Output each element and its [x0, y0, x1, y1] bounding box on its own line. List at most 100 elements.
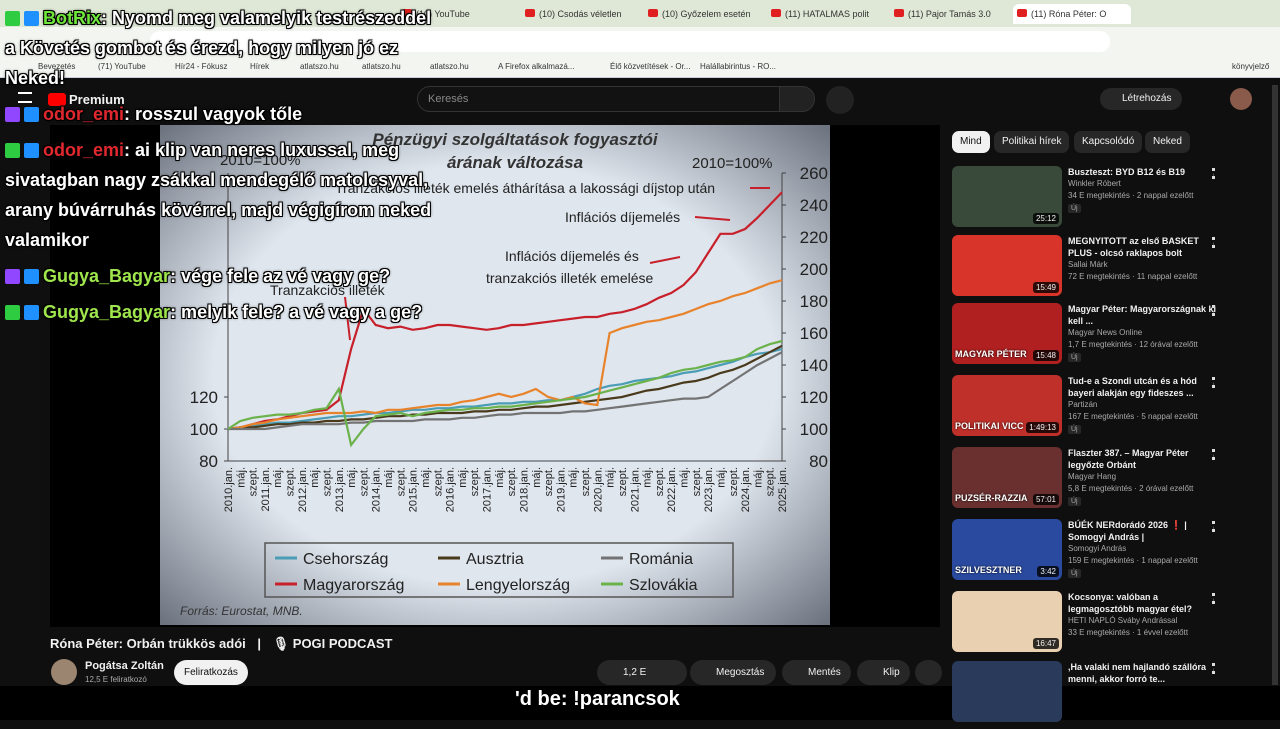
menu-dots[interactable] [1212, 521, 1215, 532]
bookmarks-bar [0, 56, 1280, 78]
channel-avatar[interactable] [51, 659, 77, 685]
filter-chip[interactable]: Politikai hírek [994, 131, 1070, 153]
x-tick-label: szept. [691, 467, 703, 496]
duration: 3:42 [1037, 566, 1059, 577]
video-info: Magyar Péter: Magyarországnak ki kell ..… [1068, 303, 1218, 362]
thumbnail[interactable]: 16:47 [952, 591, 1062, 652]
browser-tab[interactable]: (10) Győzelem esetén [644, 4, 762, 24]
menu-dots[interactable] [1212, 237, 1215, 248]
browser-tab[interactable]: (10) Csodás véletlen [521, 4, 639, 24]
video-item[interactable]: 25:12 Buszteszt: BYD B12 és B19 Winkler Ró… [952, 166, 1270, 234]
scrollbar[interactable] [1272, 85, 1278, 685]
chat-user: odor_emi [43, 104, 125, 124]
bookmark[interactable]: atlatszo.hu [300, 62, 339, 71]
x-tick-label: 2011.jan. [260, 467, 272, 511]
video-info: BÚÉK NERdorádó 2026 ❗ | Somogyi András |… [1068, 519, 1218, 578]
subscriber-count: 12,5 E feliratkozó [85, 675, 147, 684]
video-info: Buszteszt: BYD B12 és B19 Winkler Róbert 3… [1068, 166, 1218, 213]
menu-dots[interactable] [1212, 305, 1215, 316]
more-button[interactable] [915, 660, 942, 685]
video-item[interactable]: 16:47 Kocsonya: valóban a legmagosztóbb m… [952, 591, 1270, 659]
video-title[interactable]: MEGNYITOTT az első BASKET PLUS - olcsó r… [1068, 236, 1199, 258]
browser-tab[interactable]: (11) Róna Péter: O [1013, 4, 1131, 24]
video-item[interactable]: 15:49 MEGNYITOTT az első BASKET PLUS - ol… [952, 235, 1270, 303]
video-title[interactable]: Flaszter 387. – Magyar Péter legyőzte Or… [1068, 448, 1189, 470]
badge-icon [5, 269, 20, 284]
chat-text: : vége fele az vé vagy ge? [170, 266, 391, 286]
bookmark[interactable]: (71) YouTube [98, 62, 146, 71]
browser-tab[interactable]: (11) Pajor Tamás 3.0 [890, 4, 1008, 24]
bookmark[interactable]: atlatszo.hu [362, 62, 401, 71]
video-item[interactable]: SZILVESZTNER 3:42 BÚÉK NERdorádó 2026 ❗ | … [952, 519, 1270, 587]
bookmark[interactable]: A Firefox alkalmazá... [498, 62, 575, 71]
bookmark[interactable]: Hír24 - Fókusz [175, 62, 228, 71]
chat-user: Gugya_Bagyar [43, 302, 171, 322]
x-tick-label: máj. [494, 467, 506, 488]
browser-tab[interactable]: (11) HATALMAS polit [767, 4, 885, 24]
x-tick-label: 2021.jan. [629, 467, 641, 512]
video-item[interactable]: PUZSÉR-RAZZIA 57:01 Flaszter 387. – Magyar… [952, 447, 1270, 515]
menu-icon[interactable] [18, 92, 32, 103]
browser-tab[interactable]: (10) YouTube [398, 4, 516, 24]
thumbnail[interactable]: SZILVESZTNER 3:42 [952, 519, 1062, 580]
y2-tick-label: 80 [809, 452, 828, 471]
share-button[interactable]: Megosztás [690, 660, 776, 685]
thumbnail[interactable]: MAGYAR PÉTER 15:48 [952, 303, 1062, 364]
y2-tick-label: 260 [800, 164, 828, 183]
annotation-arrows [344, 187, 770, 341]
url-field[interactable] [150, 31, 1110, 52]
menu-dots[interactable] [1212, 168, 1215, 179]
bookmark[interactable]: Hírek [250, 62, 270, 71]
video-item[interactable]: POLITIKAI VICC 1:49:13 Tud-e a Szondi utcá… [952, 375, 1270, 443]
chat-message: BotRix: Nyomd meg valamelyik testrészedd… [5, 3, 435, 93]
video-title[interactable]: Tud-e a Szondi utcán és a hód bayeri ala… [1068, 376, 1197, 398]
badge-icon [24, 305, 39, 320]
y2-tick-label: 220 [800, 228, 828, 247]
annotation: tranzakciós illeték emelése [486, 270, 654, 286]
thumbnail[interactable]: 15:49 [952, 235, 1062, 296]
menu-dots[interactable] [1212, 377, 1215, 388]
bookmark[interactable]: Élő közvetítések - Or... [610, 62, 691, 71]
video-item[interactable]: MAGYAR PÉTER 15:48 Magyar Péter: Magyarors… [952, 303, 1270, 371]
create-button[interactable]: Létrehozás [1100, 88, 1182, 110]
playlist-link[interactable]: 🎙 POGI PODCAST [272, 636, 393, 651]
video-title[interactable]: BÚÉK NERdorádó 2026 ❗ | Somogyi András | [1068, 520, 1187, 542]
menu-dots[interactable] [1212, 593, 1215, 604]
bookmark[interactable]: Bevezetés [38, 62, 76, 71]
thumbnail[interactable]: POLITIKAI VICC 1:49:13 [952, 375, 1062, 436]
y-tick-label: 120 [190, 388, 218, 407]
subscribe-button[interactable]: Feliratkozás [174, 660, 248, 685]
x-tick-label: 2013.jan. [334, 467, 346, 512]
view-meta: 5,8 E megtekintés · 2 órával ezelőtt [1068, 484, 1194, 493]
video-title[interactable]: Kocsonya: valóban a legmagosztóbb magyar… [1068, 592, 1193, 614]
voice-search[interactable] [826, 86, 854, 114]
like-button[interactable]: 1,2 E [597, 660, 687, 685]
new-badge: Új [1068, 569, 1081, 578]
video-title[interactable]: Buszteszt: BYD B12 és B19 [1068, 167, 1186, 177]
bookmark-folder[interactable]: könyvjelző [1232, 62, 1270, 71]
thumbnail[interactable]: PUZSÉR-RAZZIA 57:01 [952, 447, 1062, 508]
menu-dots[interactable] [1212, 449, 1215, 460]
video-title[interactable]: ,Ha valaki nem hajlandó szállóra menni, … [1068, 662, 1207, 684]
search-input[interactable]: Keresés [417, 86, 780, 112]
video-item[interactable]: ,Ha valaki nem hajlandó szállóra menni, … [952, 661, 1270, 729]
bookmark[interactable]: Halállabirintus - RO... [700, 62, 777, 71]
thumbnail[interactable] [952, 661, 1062, 722]
filter-chip[interactable]: Mind [952, 131, 990, 153]
menu-dots[interactable] [1212, 663, 1215, 674]
video-title[interactable]: Magyar Péter: Magyarországnak ki kell ..… [1068, 304, 1217, 326]
clip-button[interactable]: Klip [857, 660, 910, 685]
save-button[interactable]: Mentés [782, 660, 851, 685]
filter-chip[interactable]: Kapcsolódó [1074, 131, 1143, 153]
thumbnail-text: POLITIKAI VICC [955, 421, 1024, 431]
logo-icon[interactable] [48, 93, 66, 106]
search-button[interactable] [779, 86, 815, 112]
chat-text: : Nyomd meg valamelyik testrészeddel a K… [5, 8, 432, 88]
bookmark[interactable]: atlatszo.hu [430, 62, 469, 71]
avatar[interactable] [1230, 88, 1252, 110]
logo-text[interactable]: Premium [69, 92, 125, 107]
channel-name[interactable]: Pogátsa Zoltán [85, 660, 164, 672]
thumbnail[interactable]: 25:12 [952, 166, 1062, 227]
filter-chip[interactable]: Neked [1145, 131, 1190, 153]
series-line [227, 279, 783, 431]
